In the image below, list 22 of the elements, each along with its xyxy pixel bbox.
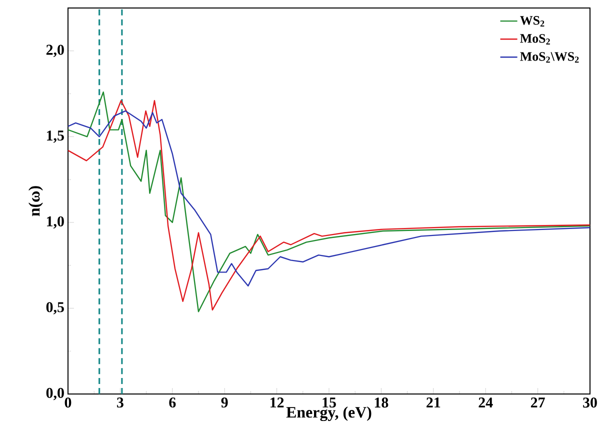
x-axis-title: Energy, (eV) [286, 406, 372, 422]
legend-label: MoS$_{2}$ [520, 34, 550, 45]
x-tick-label: 21 [426, 398, 440, 408]
x-tick-label: 6 [169, 398, 176, 408]
y-tick-label: 1,0 [47, 216, 64, 229]
x-tick-label: 3 [117, 398, 124, 408]
line-series [68, 110, 590, 287]
x-tick-label: 30 [583, 398, 597, 408]
x-tick-label: 18 [374, 398, 388, 408]
x-tick-label: 24 [478, 398, 493, 408]
legend-label: WS$_{2}$ [520, 16, 544, 26]
x-tick-label: 27 [530, 398, 545, 408]
y-tick-label: 1,5 [47, 130, 64, 143]
y-tick-label: 0,0 [46, 388, 64, 400]
x-tick-label: 0 [64, 398, 72, 408]
y-tick-label: 2,0 [46, 44, 64, 58]
y-tick-label: 0,5 [46, 302, 64, 314]
x-tick-label: 15 [322, 398, 336, 408]
x-tick-label: 12 [270, 398, 284, 408]
y-axis-title: n(ω) [28, 186, 43, 216]
legend-label: MoS$_{2}$\WS$_{2}$ [520, 52, 579, 63]
x-tick-label: 9 [221, 398, 228, 408]
